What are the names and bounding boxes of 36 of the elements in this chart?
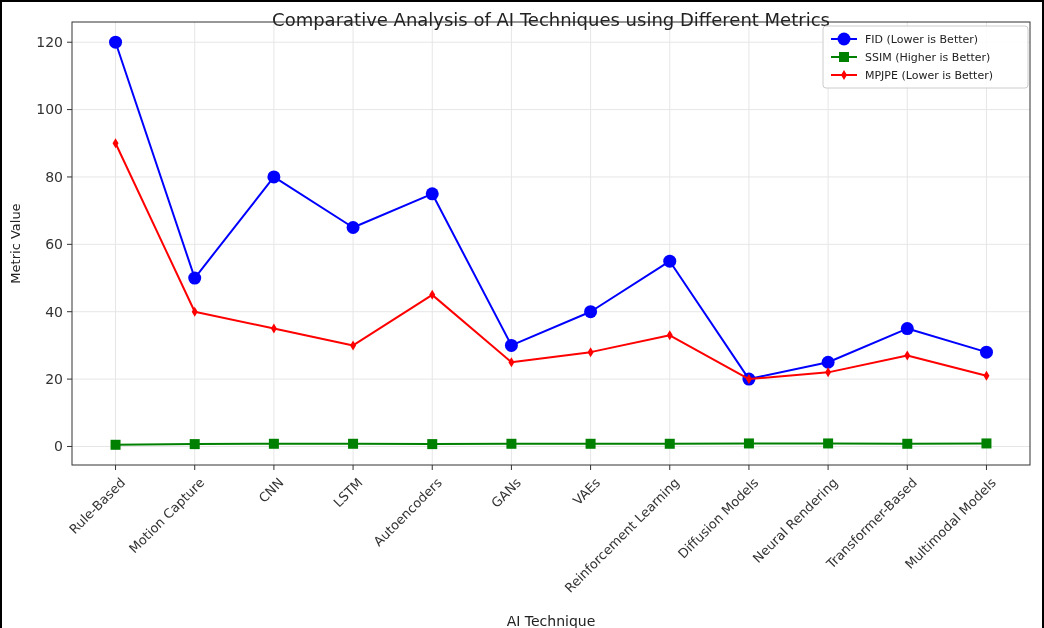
point [348, 438, 359, 449]
point [267, 170, 281, 184]
point [584, 305, 598, 319]
x-axis-title: AI Technique [506, 613, 596, 628]
point [427, 439, 438, 450]
point [189, 439, 200, 450]
y-tick-label: 0 [54, 438, 63, 455]
y-tick-label: 20 [45, 371, 63, 387]
point [902, 438, 913, 449]
point [585, 438, 596, 449]
y-tick-label: 80 [45, 168, 63, 185]
point [504, 338, 518, 352]
point [109, 35, 123, 49]
point [743, 438, 754, 449]
y-tick-label: 40 [45, 303, 63, 320]
point [188, 271, 202, 285]
legend-label: MPJPE (Lower is Better) [865, 68, 993, 82]
point [663, 254, 677, 268]
point [979, 345, 993, 359]
point [823, 438, 834, 449]
y-tick-label: 60 [45, 236, 63, 253]
point [425, 187, 439, 201]
point [346, 221, 360, 234]
point [506, 438, 517, 449]
point [981, 438, 992, 449]
point [664, 438, 675, 449]
y-tick-label: 100 [36, 101, 63, 118]
chart-title: Comparative Analysis of AI Techniques using Different Metrics [272, 9, 830, 30]
point [821, 355, 835, 369]
legend-label: FID (Lower is Better) [865, 32, 979, 46]
point [900, 322, 914, 336]
legend-label: SSIM (Higher is Better) [865, 50, 991, 64]
y-axis-title: Metric Value [8, 203, 23, 284]
y-tick-label: 120 [36, 34, 63, 51]
point [110, 439, 121, 450]
point [268, 438, 279, 449]
